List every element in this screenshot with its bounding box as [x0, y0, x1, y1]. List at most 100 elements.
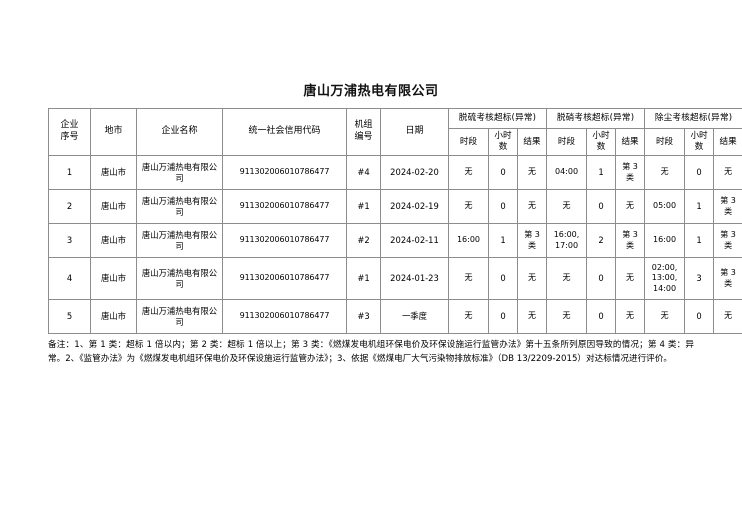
col-header-dust-hours: 小时 数 — [684, 128, 715, 156]
col-header-dust-result: 结果 — [713, 128, 742, 156]
cell-seq: 5 — [48, 299, 91, 334]
col-header-denitr-hours: 小时 数 — [586, 128, 617, 156]
cell-desulf-hours: 0 — [488, 257, 518, 300]
cell-denitr-period: 无 — [546, 189, 588, 224]
cell-city: 唐山市 — [90, 299, 137, 334]
cell-seq: 3 — [48, 223, 91, 258]
cell-unit-no: #1 — [346, 257, 381, 300]
cell-desulf-result: 无 — [516, 299, 548, 334]
cell-dust-result: 无 — [713, 155, 742, 190]
col-header-denitr-hours-line1: 小时 — [592, 131, 610, 141]
col-header-date: 日期 — [380, 108, 449, 156]
cell-dust-result: 无 — [713, 299, 742, 334]
cell-enterprise-name: 唐山万浦热电有限公司 — [136, 155, 223, 190]
cell-desulf-period: 无 — [448, 257, 489, 300]
cell-city: 唐山市 — [90, 155, 137, 190]
cell-desulf-hours: 0 — [488, 189, 518, 224]
cell-dust-period: 无 — [644, 299, 686, 334]
col-header-desulf-hours: 小时 数 — [488, 128, 518, 156]
col-header-enterprise-name: 企业名称 — [136, 108, 223, 156]
cell-city: 唐山市 — [90, 189, 137, 224]
cell-denitr-period: 04:00 — [546, 155, 588, 190]
cell-denitr-period: 无 — [546, 299, 588, 334]
report-table-wrapper: 企业 序号 地市 企业名称 统一社会信用代码 机组 编号 日期 脱硫考核超标(异… — [48, 108, 742, 334]
table-footnotes: 备注：1、第 1 类：超标 1 倍以内；第 2 类：超标 1 倍以上；第 3 类… — [48, 339, 694, 367]
cell-date: 2024-01-23 — [380, 257, 449, 300]
table-row: 4 唐山市 唐山万浦热电有限公司 911302006010786477 #1 2024-0… — [48, 257, 742, 300]
footnote-text: 备注：1、第 1 类：超标 1 倍以内；第 2 类：超标 1 倍以上；第 3 类… — [48, 340, 694, 364]
cell-denitr-period: 无 — [546, 257, 588, 300]
cell-unit-no: #2 — [346, 223, 381, 258]
cell-denitr-hours: 0 — [586, 189, 617, 224]
col-header-denitr-result: 结果 — [615, 128, 646, 156]
col-header-dust-hours-line2: 数 — [694, 142, 704, 152]
col-group-header-dust-removal: 除尘考核超标(异常) — [644, 108, 742, 129]
table-header-row-1: 企业 序号 地市 企业名称 统一社会信用代码 机组 编号 日期 脱硫考核超标(异… — [48, 108, 742, 156]
col-header-desulf-hours-line2: 数 — [498, 142, 508, 152]
col-header-desulf-hours-line1: 小时 — [494, 131, 512, 141]
cell-date: 2024-02-19 — [380, 189, 449, 224]
cell-enterprise-name: 唐山万浦热电有限公司 — [136, 189, 223, 224]
col-header-dust-hours-line1: 小时 — [690, 131, 708, 141]
cell-denitr-result: 无 — [615, 189, 646, 224]
col-group-header-desulfurization: 脱硫考核超标(异常) — [447, 108, 548, 129]
cell-desulf-period: 16:00 — [448, 223, 489, 258]
cell-dust-hours: 1 — [684, 223, 715, 258]
cell-desulf-hours: 1 — [488, 223, 518, 258]
cell-dust-period: 05:00 — [644, 189, 686, 224]
col-header-credit-code: 统一社会信用代码 — [222, 108, 347, 156]
col-header-seq-line1: 企业 — [60, 120, 79, 131]
table-row: 2 唐山市 唐山万浦热电有限公司 911302006010786477 #1 2024-0… — [48, 189, 742, 224]
cell-date: 2024-02-11 — [380, 223, 449, 258]
cell-dust-period: 16:00 — [644, 223, 686, 258]
cell-dust-hours: 1 — [684, 189, 715, 224]
cell-unit-no: #4 — [346, 155, 381, 190]
cell-desulf-hours: 0 — [488, 155, 518, 190]
cell-enterprise-name: 唐山万浦热电有限公司 — [136, 299, 223, 334]
cell-dust-hours: 0 — [684, 299, 715, 334]
cell-credit-code: 911302006010786477 — [222, 257, 347, 300]
cell-denitr-hours: 0 — [586, 299, 617, 334]
cell-desulf-result: 无 — [516, 189, 548, 224]
table-row: 5 唐山市 唐山万浦热电有限公司 911302006010786477 #3 一季度无 0 无… — [48, 299, 742, 334]
col-header-desulf-period: 时段 — [448, 128, 489, 156]
col-header-unit-no-line1: 机组 — [354, 120, 373, 131]
cell-unit-no: #3 — [346, 299, 381, 334]
cell-denitr-hours: 1 — [586, 155, 617, 190]
cell-credit-code: 911302006010786477 — [222, 155, 347, 190]
page-title: 唐山万浦热电有限公司 — [303, 84, 439, 99]
col-header-desulf-result: 结果 — [516, 128, 548, 156]
cell-unit-no: #1 — [346, 189, 381, 224]
cell-dust-period: 无 — [644, 155, 686, 190]
cell-denitr-period: 16:00, 17:00 — [546, 223, 588, 258]
col-header-unit-no: 机组 编号 — [346, 108, 381, 156]
cell-city: 唐山市 — [90, 257, 137, 300]
table-row: 3 唐山市 唐山万浦热电有限公司 911302006010786477 #2 2024-0… — [48, 223, 742, 258]
cell-desulf-period: 无 — [448, 299, 489, 334]
col-header-unit-no-line2: 编号 — [354, 132, 373, 142]
cell-denitr-result: 无 — [615, 299, 646, 334]
col-header-city: 地市 — [90, 108, 137, 156]
cell-date: 2024-02-20 — [380, 155, 449, 190]
col-header-seq: 企业 序号 — [48, 108, 91, 156]
cell-credit-code: 911302006010786477 — [222, 299, 347, 334]
cell-credit-code: 911302006010786477 — [222, 223, 347, 258]
cell-desulf-result: 无 — [516, 257, 548, 300]
cell-seq: 1 — [48, 155, 91, 190]
cell-denitr-result: 无 — [615, 257, 646, 300]
cell-dust-hours: 3 — [684, 257, 715, 300]
environmental-assessment-table: 企业 序号 地市 企业名称 统一社会信用代码 机组 编号 日期 脱硫考核超标(异… — [48, 108, 742, 334]
table-header: 企业 序号 地市 企业名称 统一社会信用代码 机组 编号 日期 脱硫考核超标(异… — [48, 108, 742, 156]
cell-credit-code: 911302006010786477 — [222, 189, 347, 224]
cell-seq: 4 — [48, 257, 91, 300]
cell-city: 唐山市 — [90, 223, 137, 258]
cell-denitr-hours: 0 — [586, 257, 617, 300]
cell-enterprise-name: 唐山万浦热电有限公司 — [136, 223, 223, 258]
